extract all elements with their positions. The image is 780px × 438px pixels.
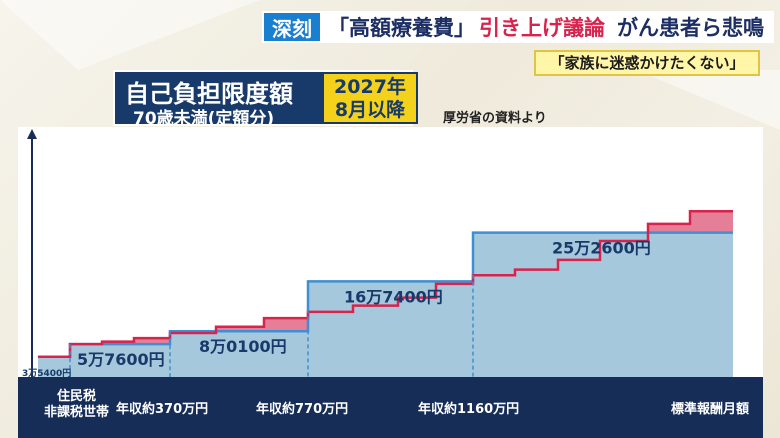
headline-topic: 「高額療養費」 (328, 16, 475, 40)
x-tick-label: 年収約370万円 (116, 402, 209, 417)
value-label: 16万7400円 (344, 287, 443, 306)
x-axis-title: 標準報酬月額 (671, 402, 750, 417)
chart-panel: 3万5400円 5万7600円 8万0100円 16万7400円 25万2600円 (18, 127, 763, 397)
value-label: 5万7600円 (77, 350, 165, 369)
chart-title: 自己負担限度額 (125, 80, 293, 108)
current-bracket-bar (308, 281, 473, 377)
value-label: 8万0100円 (199, 337, 287, 356)
value-label: 3万5400円 (22, 368, 71, 379)
chart-subtitle: 70歳未満(定額分) (133, 109, 275, 129)
step-chart: 3万5400円 5万7600円 8万0100円 16万7400円 25万2600円 (22, 129, 733, 379)
effective-date-badge: 2027年 8月以降 (322, 72, 418, 124)
current-bracket-bar (170, 331, 308, 377)
banner-headline: 「高額療養費」 引き上げ議論 がん患者ら悲鳴 (322, 11, 774, 43)
value-label: 25万2600円 (552, 239, 651, 258)
current-bracket-bar (70, 344, 170, 377)
x-tick-label: 年収約1160万円 (418, 402, 520, 417)
quote-caption: 「家族に迷惑かけたくない」 (534, 50, 760, 76)
news-banner: 深刻 「高額療養費」 引き上げ議論 がん患者ら悲鳴 (262, 10, 774, 44)
source-note: 厚労省の資料より (443, 111, 547, 126)
background-shard (0, 0, 260, 70)
x-tick-label: 住民税 非課税世帯 (44, 389, 110, 420)
x-tick-label: 年収約770万円 (256, 402, 349, 417)
banner-tag: 深刻 (262, 11, 322, 43)
after-change-line (38, 210, 733, 359)
date-year: 2027年 (334, 76, 406, 98)
y-axis-arrow (27, 129, 37, 139)
date-month: 8月以降 (334, 99, 406, 121)
background-shard (636, 70, 780, 130)
headline-reaction: がん患者ら悲鳴 (617, 16, 764, 40)
current-bracket-bar (38, 356, 70, 377)
current-bracket-bar (473, 232, 733, 377)
x-axis-bar: 住民税 非課税世帯 年収約370万円 年収約770万円 年収約1160万円 標準… (18, 377, 763, 438)
headline-action: 引き上げ議論 (479, 16, 605, 40)
